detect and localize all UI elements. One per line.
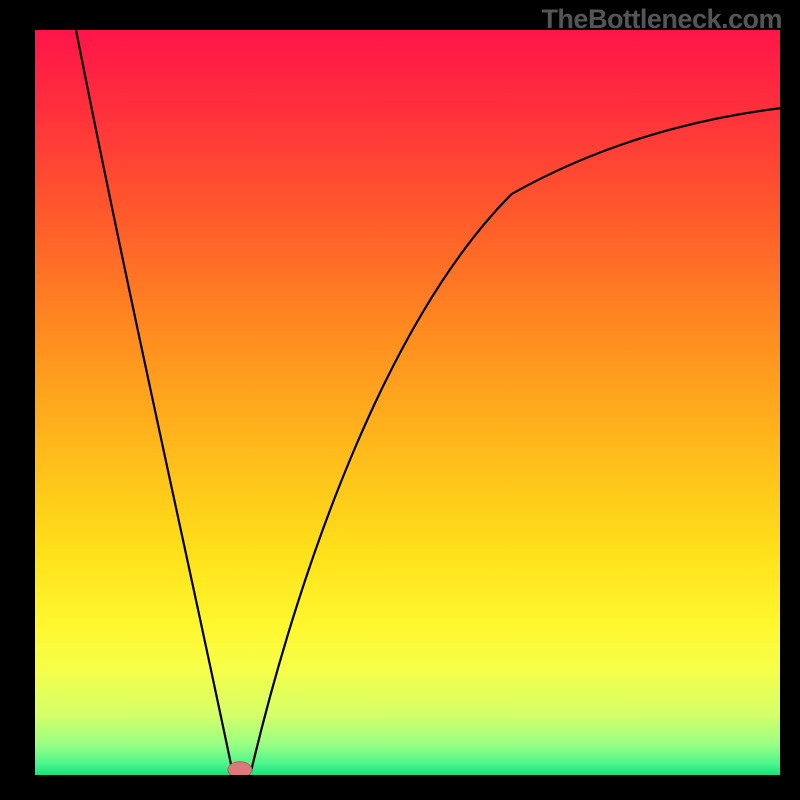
plot-area bbox=[35, 30, 780, 775]
optimum-marker bbox=[228, 762, 252, 775]
plot-svg bbox=[35, 30, 780, 775]
gradient-background bbox=[35, 30, 780, 775]
watermark-text: TheBottleneck.com bbox=[541, 4, 782, 35]
